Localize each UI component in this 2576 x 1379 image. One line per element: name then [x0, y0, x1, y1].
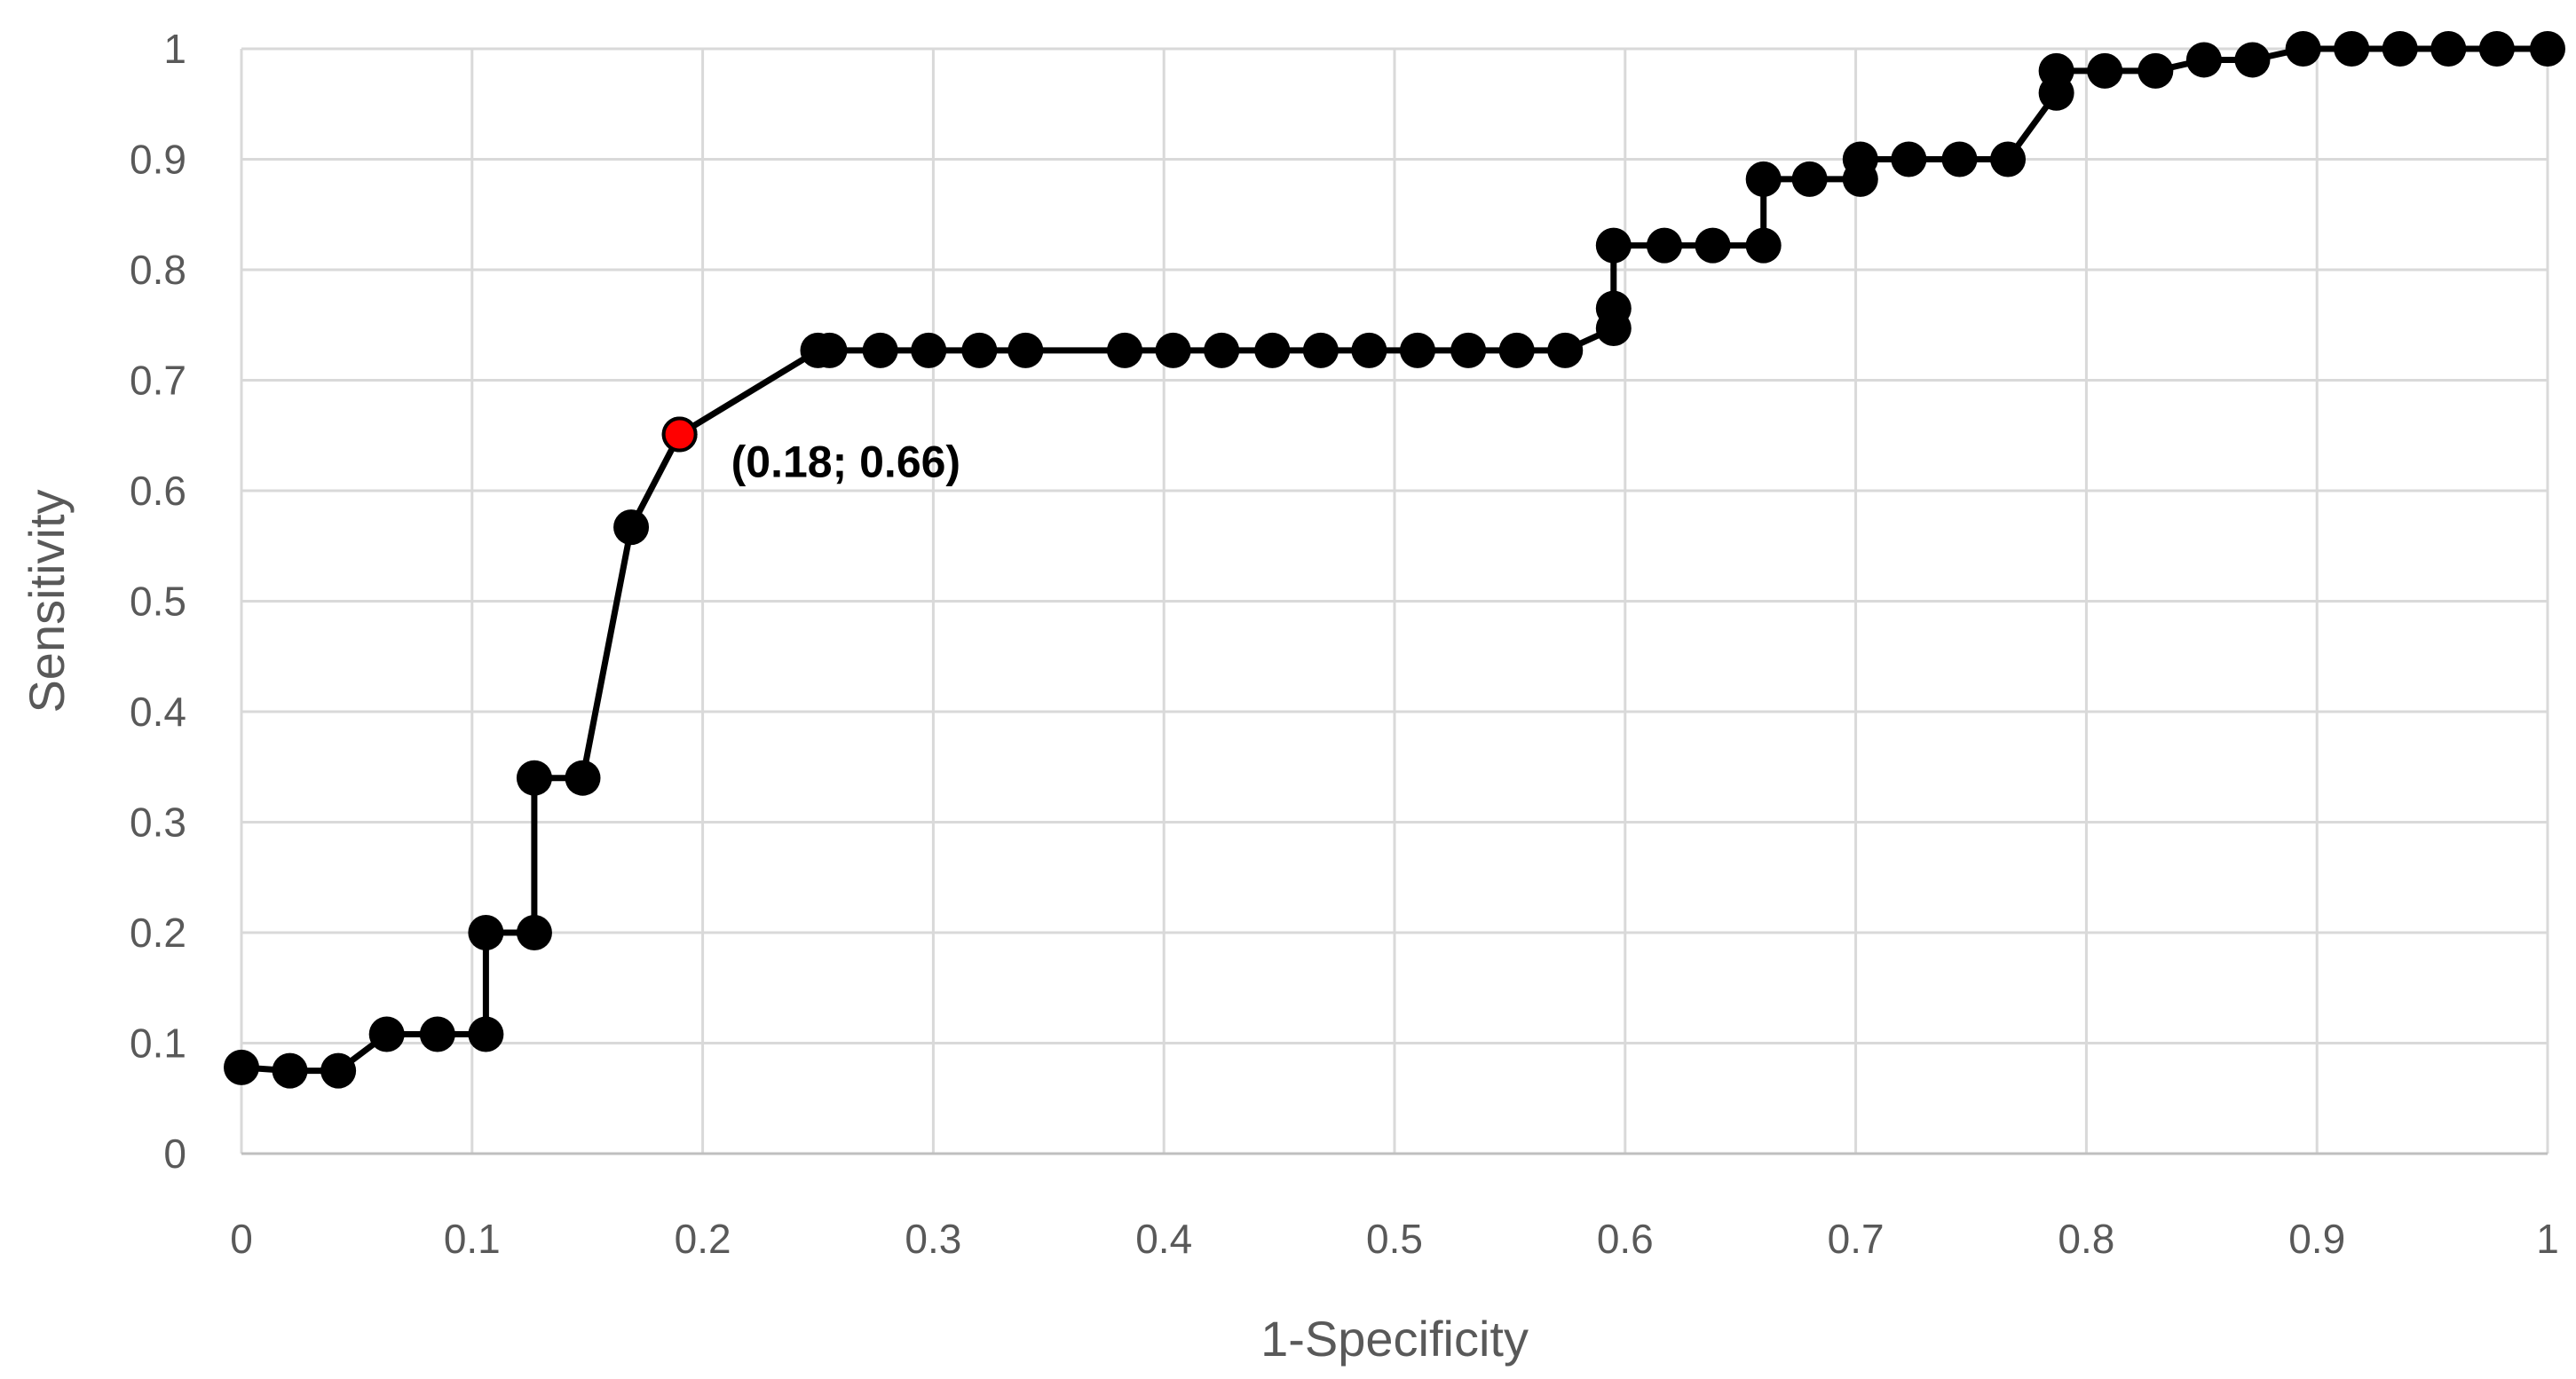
- x-tick-label: 0.8: [2058, 1216, 2114, 1262]
- data-point: [565, 760, 601, 796]
- data-point: [1791, 161, 1828, 197]
- data-point: [1941, 141, 1978, 177]
- data-point: [224, 1049, 259, 1085]
- data-point: [1891, 141, 1927, 177]
- data-point: [516, 915, 552, 950]
- data-point: [2234, 42, 2271, 78]
- x-tick-label: 0.4: [1135, 1216, 1192, 1262]
- y-tick-label: 0: [163, 1131, 186, 1177]
- data-point: [1107, 332, 1143, 368]
- data-point: [1498, 332, 1535, 368]
- data-point: [2285, 31, 2321, 67]
- y-tick-label: 0.1: [130, 1020, 186, 1067]
- data-point: [2382, 31, 2418, 67]
- data-point: [1695, 227, 1731, 264]
- data-point: [1646, 227, 1682, 264]
- data-point: [1007, 332, 1044, 368]
- data-point: [2185, 42, 2222, 78]
- highlight-point: [661, 416, 698, 453]
- data-point: [516, 760, 552, 796]
- y-tick-label: 0.5: [130, 579, 186, 625]
- x-tick-label: 1: [2536, 1216, 2559, 1262]
- data-point: [862, 332, 898, 368]
- y-tick-label: 0.8: [130, 247, 186, 293]
- data-point: [1204, 332, 1240, 368]
- y-tick-label: 0.7: [130, 358, 186, 404]
- gridlines: [240, 47, 2549, 1155]
- data-point: [1351, 332, 1387, 368]
- data-point: [911, 332, 947, 368]
- y-tick-label: 1: [163, 26, 186, 72]
- x-tick-label: 0.9: [2288, 1216, 2345, 1262]
- x-tick-label: 0.6: [1597, 1216, 1654, 1262]
- y-axis-title: Sensitivity: [19, 489, 75, 713]
- data-point: [419, 1016, 455, 1052]
- data-point: [1155, 332, 1191, 368]
- data-point: [1745, 227, 1782, 264]
- y-axis-tick-labels: 0 0.1 0.2 0.3 0.4 0.5 0.6 0.7 0.8 0.9 1: [130, 26, 186, 1177]
- data-point: [468, 1016, 504, 1052]
- roc-curve-markers: [224, 31, 2565, 1089]
- y-tick-label: 0.4: [130, 689, 186, 735]
- x-tick-label: 0: [230, 1216, 253, 1262]
- data-point: [468, 915, 504, 950]
- y-tick-label: 0.3: [130, 800, 186, 846]
- data-point: [1254, 332, 1291, 368]
- data-point: [368, 1016, 405, 1052]
- y-tick-label: 0.6: [130, 468, 186, 514]
- data-point: [1990, 141, 2027, 177]
- data-point: [2430, 31, 2467, 67]
- data-point: [961, 332, 998, 368]
- data-point: [2334, 31, 2370, 67]
- data-point: [1450, 332, 1487, 368]
- data-point: [1595, 290, 1632, 327]
- data-point: [272, 1052, 308, 1089]
- data-point: [1302, 332, 1339, 368]
- x-tick-label: 0.5: [1366, 1216, 1423, 1262]
- data-point: [811, 332, 848, 368]
- x-axis-title: 1-Specificity: [1260, 1311, 1529, 1367]
- x-axis-tick-labels: 0 0.1 0.2 0.3 0.4 0.5 0.6 0.7 0.8 0.9 1: [230, 1216, 2559, 1262]
- y-tick-label: 0.2: [130, 910, 186, 956]
- data-point: [1842, 141, 1878, 177]
- data-point: [2038, 52, 2074, 89]
- x-tick-label: 0.7: [1828, 1216, 1885, 1262]
- data-point: [2478, 31, 2515, 67]
- data-point: [2137, 52, 2174, 89]
- data-point: [1399, 332, 1435, 368]
- x-tick-label: 0.1: [444, 1216, 501, 1262]
- x-tick-label: 0.3: [905, 1216, 961, 1262]
- highlight-annotation: (0.18; 0.66): [731, 437, 960, 487]
- data-point: [1547, 332, 1584, 368]
- x-tick-label: 0.2: [675, 1216, 731, 1262]
- data-point: [613, 509, 650, 546]
- data-point: [2087, 52, 2123, 89]
- y-tick-label: 0.9: [130, 137, 186, 183]
- data-point: [1595, 227, 1632, 264]
- data-point: [320, 1052, 357, 1089]
- data-point: [1745, 161, 1782, 197]
- data-point: [2530, 31, 2565, 67]
